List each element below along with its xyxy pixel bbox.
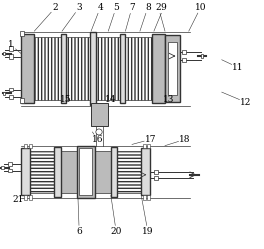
Bar — [141, 148, 150, 195]
Text: 4: 4 — [97, 3, 103, 12]
Bar — [9, 95, 13, 99]
Text: 19: 19 — [142, 227, 154, 236]
Bar — [147, 144, 150, 148]
Bar — [201, 54, 203, 58]
Text: 2: 2 — [53, 3, 58, 12]
Text: 8: 8 — [145, 3, 151, 12]
Text: 17: 17 — [145, 135, 156, 144]
Bar — [165, 35, 180, 102]
Bar — [147, 195, 150, 200]
Bar — [168, 42, 177, 95]
Text: 2: 2 — [155, 3, 161, 12]
Bar — [152, 34, 165, 103]
Bar — [3, 52, 5, 55]
Bar — [8, 162, 12, 166]
Text: 7: 7 — [129, 3, 135, 12]
Text: 18: 18 — [179, 135, 191, 144]
Bar — [117, 151, 141, 193]
Bar — [3, 92, 5, 95]
Bar — [66, 37, 90, 100]
Bar — [77, 146, 95, 198]
Bar — [8, 169, 12, 172]
Circle shape — [96, 129, 102, 135]
Text: 16: 16 — [92, 135, 103, 144]
Bar — [9, 54, 13, 59]
Bar — [96, 37, 120, 100]
Text: 14: 14 — [105, 95, 117, 104]
Bar — [29, 195, 32, 200]
Bar — [91, 103, 108, 126]
Text: 11: 11 — [232, 63, 243, 72]
Bar — [61, 34, 66, 103]
Bar — [29, 144, 32, 148]
Bar — [95, 151, 111, 193]
Bar — [143, 144, 146, 148]
Text: 1: 1 — [8, 40, 13, 49]
Bar — [54, 147, 61, 197]
Bar — [21, 148, 30, 195]
Bar — [120, 34, 125, 103]
Bar — [111, 147, 117, 197]
Bar — [9, 46, 13, 51]
Text: 3: 3 — [76, 3, 82, 12]
Bar — [30, 151, 54, 193]
Text: 20: 20 — [110, 227, 122, 236]
Bar — [154, 176, 158, 180]
Bar — [24, 195, 27, 200]
Bar — [20, 98, 24, 103]
Text: 5: 5 — [113, 3, 119, 12]
Text: 10: 10 — [195, 3, 206, 12]
Bar — [34, 37, 61, 100]
Bar — [90, 32, 96, 105]
Text: 13: 13 — [163, 95, 175, 104]
Bar — [1, 166, 4, 169]
Text: 15: 15 — [60, 95, 72, 104]
Bar — [21, 34, 34, 103]
Bar — [182, 50, 186, 54]
Bar — [9, 88, 13, 91]
Bar — [61, 151, 77, 193]
Bar — [182, 58, 186, 62]
Bar — [143, 195, 146, 200]
Bar — [20, 31, 24, 36]
Bar — [79, 148, 92, 195]
Text: 12: 12 — [240, 98, 251, 107]
Text: 21: 21 — [13, 195, 24, 204]
Text: 6: 6 — [76, 227, 82, 236]
Text: 9: 9 — [161, 3, 167, 12]
Bar — [125, 37, 152, 100]
Bar — [154, 170, 158, 174]
Bar — [24, 144, 27, 148]
